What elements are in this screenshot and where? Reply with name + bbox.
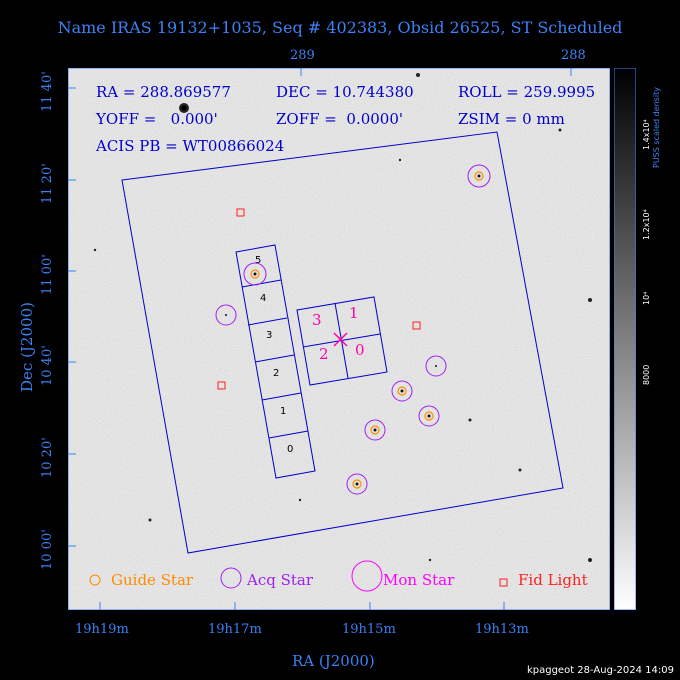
bottom-tick-19h17m: 19h17m [208,622,262,637]
info-block: RA = 288.869577 DEC = 10.744380 ROLL = 2… [95,83,595,155]
left-tick-10-40: 10 40' [40,345,55,386]
aimpoint-cross [333,332,348,347]
legend-guide-label: Guide Star [111,571,194,589]
colorbar-tick-6000: 6000 [642,439,651,460]
footer-timestamp: kpaggeot 28-Aug-2024 14:09 [526,665,674,676]
y-axis-label: Dec (J2000) [18,302,36,392]
colorbar-tick-2000: 2000 [642,591,651,612]
star-cores [225,174,481,486]
sky-plot: 5 4 3 2 1 0 3 1 2 0 RA = 288.869577 DEC … [68,68,610,610]
top-tick-288: 288 [561,48,586,63]
ccd-label-s5: 5 [255,255,261,266]
ccd-label-i2: 2 [319,345,329,363]
axis-ticks [68,68,572,610]
acq-star-markers [215,164,491,495]
legend-mon-icon [351,560,383,592]
colorbar-tick-1e4: 10⁴ [642,291,651,305]
info-yoff: YOFF = 0.000' [95,110,218,128]
plot-title: Name IRAS 19132+1035, Seq # 402383, Obsi… [57,18,623,37]
left-tick-11-40: 11 40' [40,71,55,112]
colorbar-tick-1-4e4: 1.4x10⁴ [642,119,651,150]
legend: Guide Star Acq Star Mon Star Fid Light [89,560,588,592]
left-tick-11-00: 11 00' [40,254,55,295]
ccd-chip-labels: 5 4 3 2 1 0 [255,255,293,455]
colorbar-tick-4000: 4000 [642,519,651,540]
info-dec: DEC = 10.744380 [276,83,414,101]
ccd-label-s3: 3 [266,330,272,341]
colorbar-label: PUSS scaled density [652,87,661,168]
ccd-label-i1: 1 [349,304,359,322]
legend-acq-icon [220,567,242,589]
info-zsim: ZSIM = 0 mm [458,110,565,128]
ccd-label-i0: 0 [355,341,365,359]
info-acis: ACIS PB = WT00866024 [95,137,284,155]
acis-i-labels: 3 1 2 0 [312,304,365,363]
bottom-tick-19h15m: 19h15m [342,622,396,637]
left-tick-10-00: 10 00' [40,529,55,570]
field-of-view-outline [121,131,564,554]
legend-fid-label: Fid Light [518,571,588,589]
left-tick-11-20: 11 20' [40,163,55,204]
bottom-tick-19h19m: 19h19m [75,622,129,637]
left-tick-10-20: 10 20' [40,437,55,478]
fid-light-markers [217,208,421,390]
ccd-label-s1: 1 [280,406,286,417]
legend-fid-icon [499,578,508,587]
colorbar-tick-1-2e4: 1.2x10⁴ [642,209,651,240]
ccd-label-i3: 3 [312,311,322,329]
bright-stars [93,73,592,562]
top-tick-289: 289 [290,48,315,63]
bottom-tick-19h13m: 19h13m [475,622,529,637]
ccd-label-s2: 2 [273,368,279,379]
info-roll: ROLL = 259.9995 [458,83,595,101]
info-ra: RA = 288.869577 [96,83,231,101]
ccd-label-s0: 0 [287,444,293,455]
legend-mon-label: Mon Star [383,571,455,589]
acis-s-chips [235,244,316,479]
ccd-label-s4: 4 [260,293,266,304]
legend-guide-icon [89,574,101,586]
colorbar-tick-8000: 8000 [642,364,651,385]
acq-star-guide-dots [250,171,484,489]
x-axis-label: RA (J2000) [292,652,375,670]
legend-acq-label: Acq Star [246,571,314,589]
info-zoff: ZOFF = 0.0000' [276,110,403,128]
colorbar [614,68,636,610]
